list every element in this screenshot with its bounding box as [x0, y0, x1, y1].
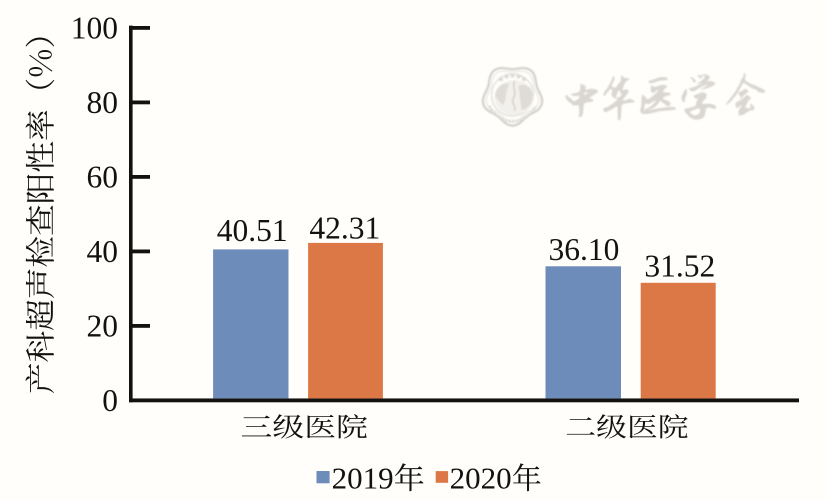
svg-text:40.51: 40.51: [217, 213, 288, 248]
svg-text:36.10: 36.10: [548, 232, 619, 267]
svg-text:80: 80: [87, 85, 119, 120]
svg-text:0: 0: [102, 383, 118, 418]
svg-text:31.52: 31.52: [644, 248, 715, 283]
svg-text:2020: 2020: [450, 461, 512, 496]
svg-text:20: 20: [87, 309, 119, 344]
svg-text:2019: 2019: [332, 461, 394, 496]
svg-text:100: 100: [71, 11, 118, 46]
svg-text:60: 60: [87, 160, 119, 195]
svg-text:42.31: 42.31: [309, 210, 380, 245]
svg-text:40: 40: [87, 234, 119, 269]
